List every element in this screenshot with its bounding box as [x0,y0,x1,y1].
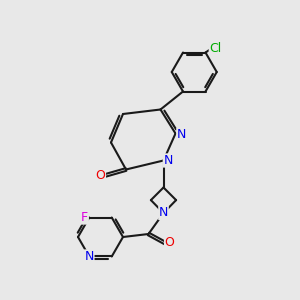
Text: N: N [163,154,173,167]
Text: N: N [159,206,168,220]
Text: F: F [81,211,88,224]
Text: N: N [85,250,94,263]
Text: O: O [96,169,105,182]
Text: Cl: Cl [209,41,221,55]
Text: N: N [177,128,186,142]
Text: O: O [165,236,174,250]
